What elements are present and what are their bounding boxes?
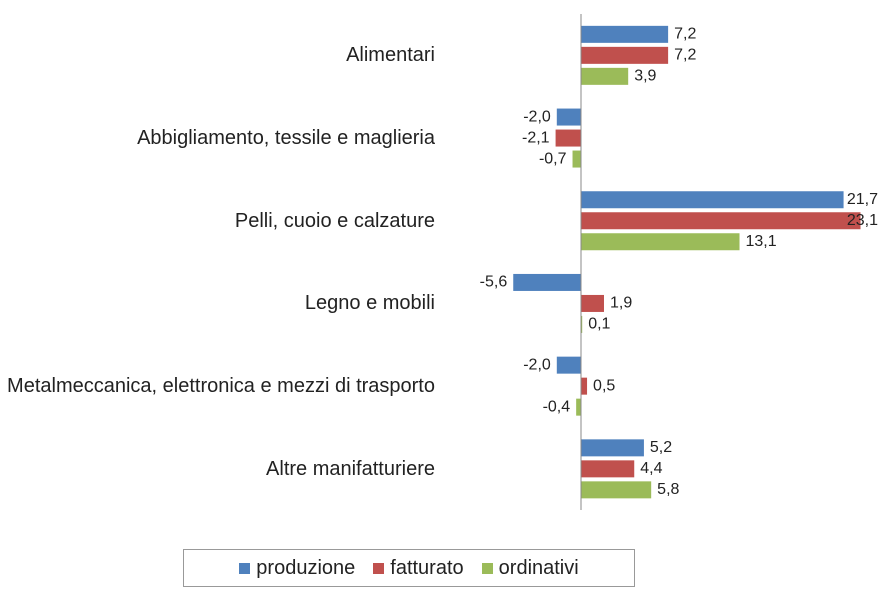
value-label: 23,1 bbox=[847, 212, 878, 229]
bar bbox=[576, 398, 581, 416]
bar bbox=[581, 212, 861, 230]
value-label: 1,9 bbox=[610, 295, 632, 312]
bar bbox=[556, 356, 581, 374]
legend-swatch bbox=[239, 562, 251, 574]
value-label: -5,6 bbox=[480, 274, 508, 291]
bar bbox=[556, 108, 581, 126]
value-label: 0,1 bbox=[588, 316, 610, 333]
category-label: Abbigliamento, tessile e maglieria bbox=[137, 127, 435, 150]
legend-swatch bbox=[373, 562, 385, 574]
category-label: Pelli, cuoio e calzature bbox=[234, 209, 435, 232]
legend-label: ordinativi bbox=[498, 556, 579, 579]
value-label: 7,2 bbox=[674, 47, 696, 64]
bar bbox=[581, 25, 669, 43]
value-label: 0,5 bbox=[593, 377, 615, 394]
legend-swatch bbox=[481, 562, 493, 574]
bar bbox=[513, 273, 581, 291]
category-label: Metalmeccanica, elettronica e mezzi di t… bbox=[7, 375, 435, 398]
bar bbox=[555, 129, 581, 147]
value-label: 7,2 bbox=[674, 26, 696, 43]
legend: produzione fatturato ordinativi bbox=[183, 549, 635, 587]
value-label: -0,4 bbox=[543, 398, 571, 415]
legend-label: fatturato bbox=[390, 556, 464, 579]
bar bbox=[581, 439, 644, 457]
bar bbox=[581, 294, 604, 312]
value-label: -0,7 bbox=[539, 150, 567, 167]
category-label: Alimentari bbox=[346, 44, 435, 67]
legend-item: produzione bbox=[239, 557, 355, 580]
value-label: 13,1 bbox=[746, 233, 777, 250]
bar bbox=[581, 377, 588, 395]
value-label: -2,1 bbox=[522, 129, 550, 146]
bar bbox=[581, 191, 844, 209]
value-label: 5,8 bbox=[657, 481, 679, 498]
value-label: -2,0 bbox=[523, 356, 551, 373]
bar bbox=[581, 67, 629, 85]
bar bbox=[572, 150, 581, 168]
value-label: 3,9 bbox=[634, 68, 656, 85]
bar bbox=[581, 315, 583, 333]
category-label: Altre manifatturiere bbox=[266, 457, 435, 480]
bar bbox=[581, 46, 669, 64]
legend-item: ordinativi bbox=[481, 556, 579, 580]
legend-item: fatturato bbox=[373, 556, 464, 580]
bar bbox=[581, 460, 635, 478]
value-label: 5,2 bbox=[650, 439, 672, 456]
bar bbox=[581, 233, 740, 251]
category-label: Legno e mobili bbox=[304, 292, 435, 315]
value-label: -2,0 bbox=[523, 108, 551, 125]
plot: 7,2 7,2 3,9 -2,0 -2,1 -0,7 21,7 23,1 13,1 -5,6 1,9… bbox=[480, 14, 878, 510]
value-label: 4,4 bbox=[640, 460, 662, 477]
legend-label: produzione bbox=[256, 556, 356, 579]
bar bbox=[581, 481, 652, 499]
value-label: 21,7 bbox=[847, 191, 878, 208]
